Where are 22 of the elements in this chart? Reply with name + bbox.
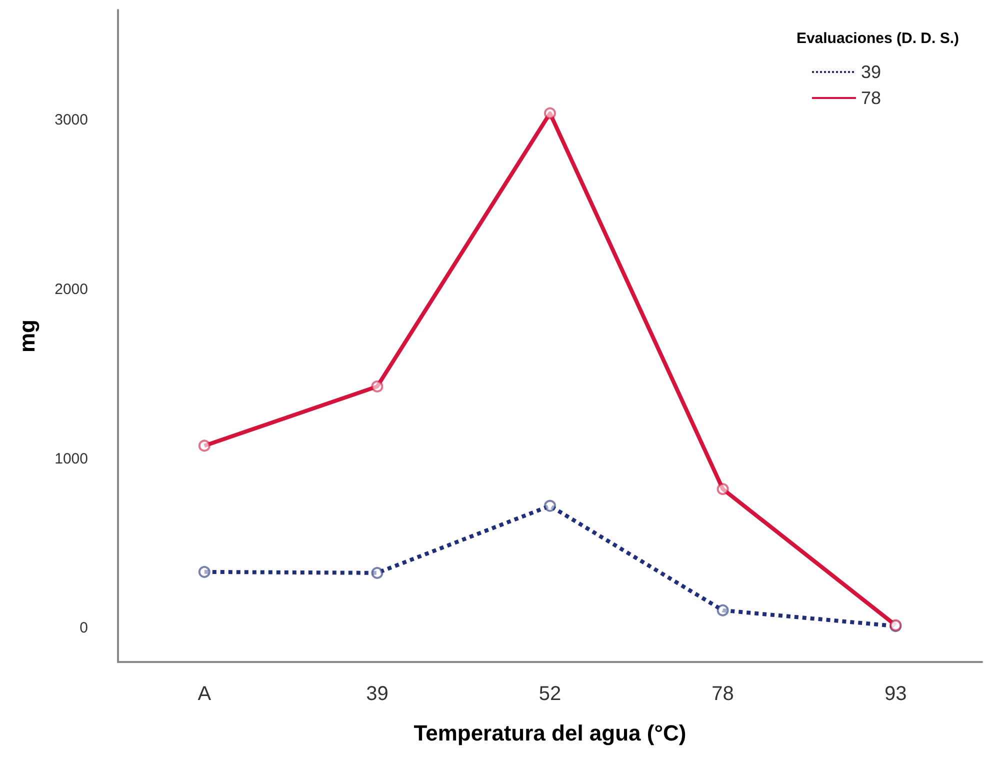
- x-tick-label: A: [198, 683, 212, 705]
- legend-title: Evaluaciones (D. D. S.): [796, 30, 960, 47]
- x-tick-label: 93: [884, 683, 907, 705]
- x-tick-label: 78: [712, 683, 734, 705]
- point: [716, 483, 729, 496]
- y-tick-label: 0: [80, 620, 88, 637]
- point: [198, 440, 210, 452]
- x-axis-title: Temperatura del agua (°C): [414, 720, 686, 746]
- y-tick-label: 1000: [54, 450, 88, 468]
- x-tick-label: 52: [538, 683, 562, 705]
- point: [544, 107, 556, 120]
- point: [371, 380, 384, 392]
- legend-label: 78: [860, 88, 882, 108]
- point: [716, 604, 729, 616]
- x-tick-label: 39: [366, 683, 388, 705]
- y-tick-label: 2000: [54, 280, 88, 298]
- point: [198, 566, 210, 578]
- point: [544, 500, 556, 512]
- y-axis-title: mg: [14, 320, 40, 352]
- legend-label: 39: [860, 62, 882, 82]
- point: [371, 566, 384, 579]
- y-tick-label: 3000: [54, 112, 88, 129]
